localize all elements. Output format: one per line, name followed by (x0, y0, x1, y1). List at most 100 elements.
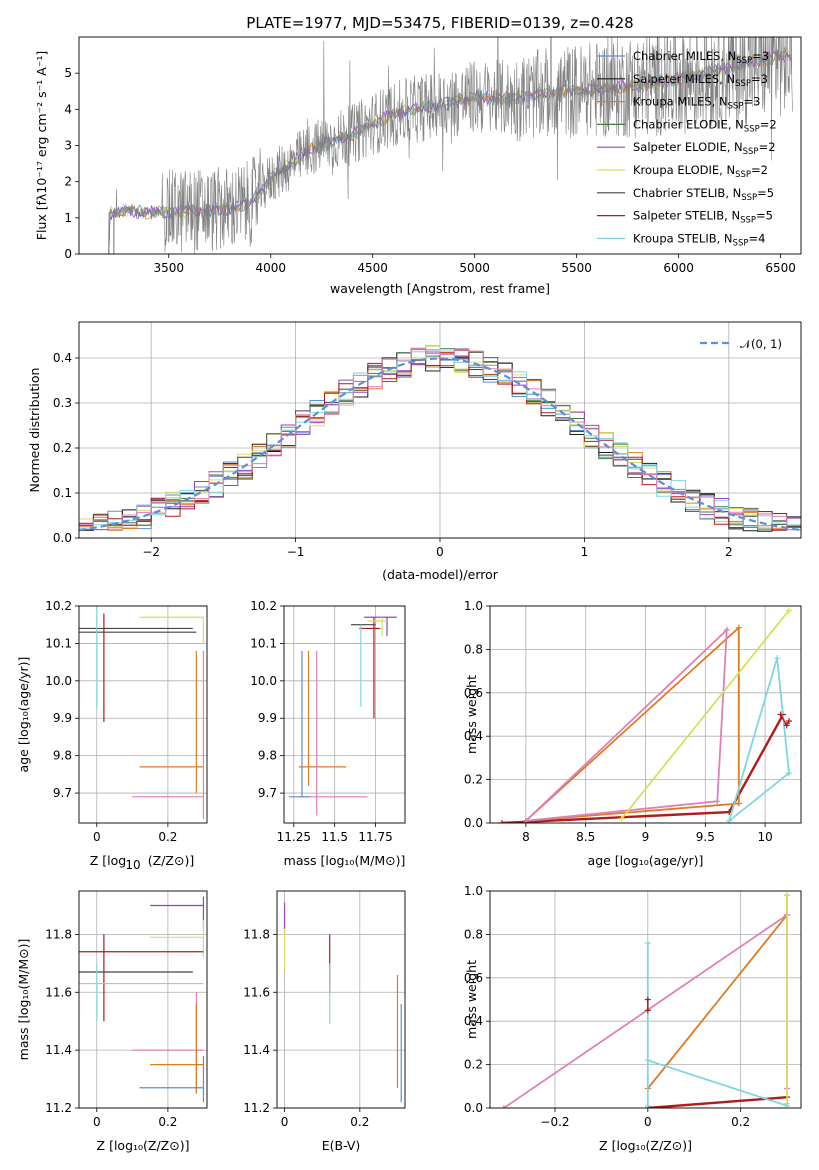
spectrum-ylabel: Flux [fλ10⁻¹⁷ erg cm⁻² s⁻¹ A⁻¹] (34, 51, 49, 240)
age_vs_mass-xtick-label: 11.25 (277, 830, 311, 844)
mass_weight_vs_age-ytick-label: 0.8 (464, 642, 483, 656)
spectrum-xtick-label: 6000 (663, 261, 694, 275)
legend-entry: Salpeter ELODIE, NSSP=2 (633, 140, 776, 157)
legend-entry: Kroupa STELIB, NSSP=4 (633, 231, 765, 248)
mass_vs_EBV-frame (276, 890, 406, 1109)
age_vs_Z-plot (79, 606, 205, 820)
residuals-ytick-label: 0.4 (53, 351, 72, 365)
mass_weight_vs_Z-line-marker (500, 1105, 507, 1108)
spectrum-plot (107, 37, 793, 254)
spectrum-ytick-label: 0 (64, 247, 72, 261)
mass_vs_Z-frame (78, 890, 208, 1109)
mass_weight_vs_Z-line (647, 895, 788, 1090)
mass_vs_EBV: 0 0.2 11.2 11.4 11.6 11.8 E(B-V) (243, 890, 406, 1153)
mass_weight_vs_age-xtick-label: 9 (642, 830, 650, 844)
mass_vs_EBV-ytick-label: 11.6 (243, 985, 270, 999)
age_vs_mass-frame (283, 605, 406, 824)
mass_vs_Z-plot (79, 896, 205, 1103)
legend-entry: Chabrier STELIB, NSSP=5 (633, 186, 774, 203)
mass_weight_vs_age-line (525, 627, 728, 822)
mass_vs_Z-grid (79, 891, 207, 1109)
mass_vs_Z-ytick-label: 11.2 (45, 1101, 72, 1115)
mass_vs_Z-ytick-label: 11.6 (45, 985, 72, 999)
mass_weight_vs_Z-plot (500, 892, 791, 1108)
mass_weight_vs_age-ytick-label: 1.0 (464, 599, 483, 613)
age_vs_Z-ylabel: age [log₁₀(age/yr)] (16, 657, 31, 773)
mass_weight_vs_Z-line-marker (784, 892, 791, 899)
mass_weight_vs_Z-ytick-label: 0.6 (464, 971, 483, 985)
residuals-ylabel: Normed distribution (27, 368, 42, 493)
age_vs_Z-ytick-label: 9.8 (53, 749, 72, 763)
legend-entry: 𝒩(0, 1) (740, 337, 782, 351)
legend-entry: Chabrier ELODIE, NSSP=2 (633, 117, 777, 134)
residuals-ytick-label: 0.3 (53, 396, 72, 410)
residuals-legend: 𝒩(0, 1) (700, 337, 782, 351)
spectrum-xtick-label: 3500 (153, 261, 184, 275)
age_vs_Z: 0 0.2 9.7 9.8 9.9 10.0 10.1 10.2 Z [log 10 (Z/Z⊙)]… (16, 599, 208, 872)
spectrum-ytick-label: 2 (64, 175, 72, 189)
spectrum-xtick-label: 4500 (357, 261, 388, 275)
mass_weight_vs_Z-line-marker (644, 996, 651, 1003)
mass_weight_vs_Z-ytick-label: 0.4 (464, 1014, 483, 1028)
spectrum-xtick-label: 6500 (765, 261, 796, 275)
age_vs_Z-frame (78, 605, 208, 824)
mass_vs_Z-ytick-label: 11.8 (45, 927, 72, 941)
age_vs_Z-xlabel-tail: (Z/Z⊙)] (148, 853, 194, 868)
residuals-frame (78, 321, 802, 539)
age_vs_Z-ytick-label: 9.7 (53, 786, 72, 800)
legend-entry: Salpeter MILES, NSSP=3 (633, 72, 768, 89)
residuals-histogram (79, 349, 801, 531)
mass_weight_vs_Z-frame (489, 890, 802, 1109)
mass_vs_EBV-xtick-label: 0 (281, 1115, 289, 1129)
mass_vs_Z-xtick-label: 0.2 (158, 1115, 177, 1129)
age_vs_mass-ytick-label: 9.7 (258, 786, 277, 800)
age_vs_mass-ytick-label: 9.9 (258, 711, 277, 725)
mass_weight_vs_age-xtick-label: 8.5 (576, 830, 595, 844)
figure-title: PLATE=1977, MJD=53475, FIBERID=0139, z=0… (246, 14, 633, 32)
mass_weight_vs_age-line-marker (498, 820, 505, 823)
age_vs_mass-xtick-label: 11.5 (321, 830, 348, 844)
mass_vs_Z-ytick-label: 11.4 (45, 1043, 72, 1057)
legend-entry: Kroupa MILES, NSSP=3 (633, 95, 760, 112)
mass_weight_vs_Z-ylabel: mass weight (464, 960, 479, 1039)
spectrum-frame (78, 36, 802, 255)
age_vs_mass: 11.25 11.5 11.75 9.7 9.8 9.9 10.0 10.1 10.2 mass … (250, 599, 406, 868)
residuals-xtick-label: −2 (142, 545, 160, 559)
mass_weight_vs_Z-line-marker (644, 1057, 651, 1064)
residuals-normal-curve (79, 357, 801, 532)
residuals-ytick-label: 0.0 (53, 531, 72, 545)
residuals-xtick-label: 1 (581, 545, 589, 559)
residuals-ytick-label: 0.1 (53, 486, 72, 500)
mass_weight_vs_age-line (501, 713, 785, 823)
mass_weight_vs_age-line-marker (786, 607, 793, 614)
mass_weight_vs_Z-ytick-label: 0.0 (464, 1101, 483, 1115)
spectrum-ytick-label: 3 (64, 139, 72, 153)
mass_weight_vs_age-ylabel: mass weight (464, 675, 479, 754)
spectrum-data-line (107, 37, 793, 254)
residuals-ytick-label: 0.2 (53, 441, 72, 455)
mass_weight_vs_Z: −0.2 0 0.2 0.0 0.2 0.4 0.6 0.8 1.0 Z [log₁₀(Z/Z⊙)… (464, 884, 802, 1153)
mass_weight_vs_age-line-marker (735, 800, 742, 807)
age_vs_Z-grid (79, 605, 207, 823)
residuals-xlabel: (data-model)/error (382, 567, 499, 582)
mass_vs_Z-xlabel: Z [log₁₀(Z/Z⊙)] (97, 1138, 190, 1153)
mass_vs_EBV-plot (283, 902, 402, 1103)
mass_vs_Z-xtick-label: 0 (93, 1115, 101, 1129)
age_vs_Z-ytick-label: 10.1 (45, 636, 72, 650)
mass_weight_vs_age-line-marker (723, 626, 730, 633)
mass_weight_vs_age-line-marker (783, 722, 790, 729)
mass_weight_vs_age-line-marker (618, 815, 625, 822)
mass_weight_vs_age-ytick-label: 0.6 (464, 686, 483, 700)
mass_weight_vs_age-xtick-label: 10 (757, 830, 772, 844)
mass_vs_EBV-ytick-label: 11.4 (243, 1043, 270, 1057)
mass_vs_EBV-xlabel: E(B-V) (322, 1138, 361, 1153)
age_vs_Z-xtick-label: 0.2 (158, 830, 177, 844)
mass_weight_vs_Z-ytick-label: 0.8 (464, 927, 483, 941)
mass_weight_vs_Z-ytick-label: 1.0 (464, 884, 483, 898)
mass_weight_vs_age-xtick-label: 8 (522, 830, 530, 844)
spectrum-xlabel: wavelength [Angstrom, rest frame] (330, 281, 550, 296)
mass_weight_vs_age-line-marker (777, 711, 784, 718)
mass_vs_EBV-grid (277, 891, 405, 1109)
legend-entry: Chabrier MILES, NSSP=3 (633, 49, 769, 66)
